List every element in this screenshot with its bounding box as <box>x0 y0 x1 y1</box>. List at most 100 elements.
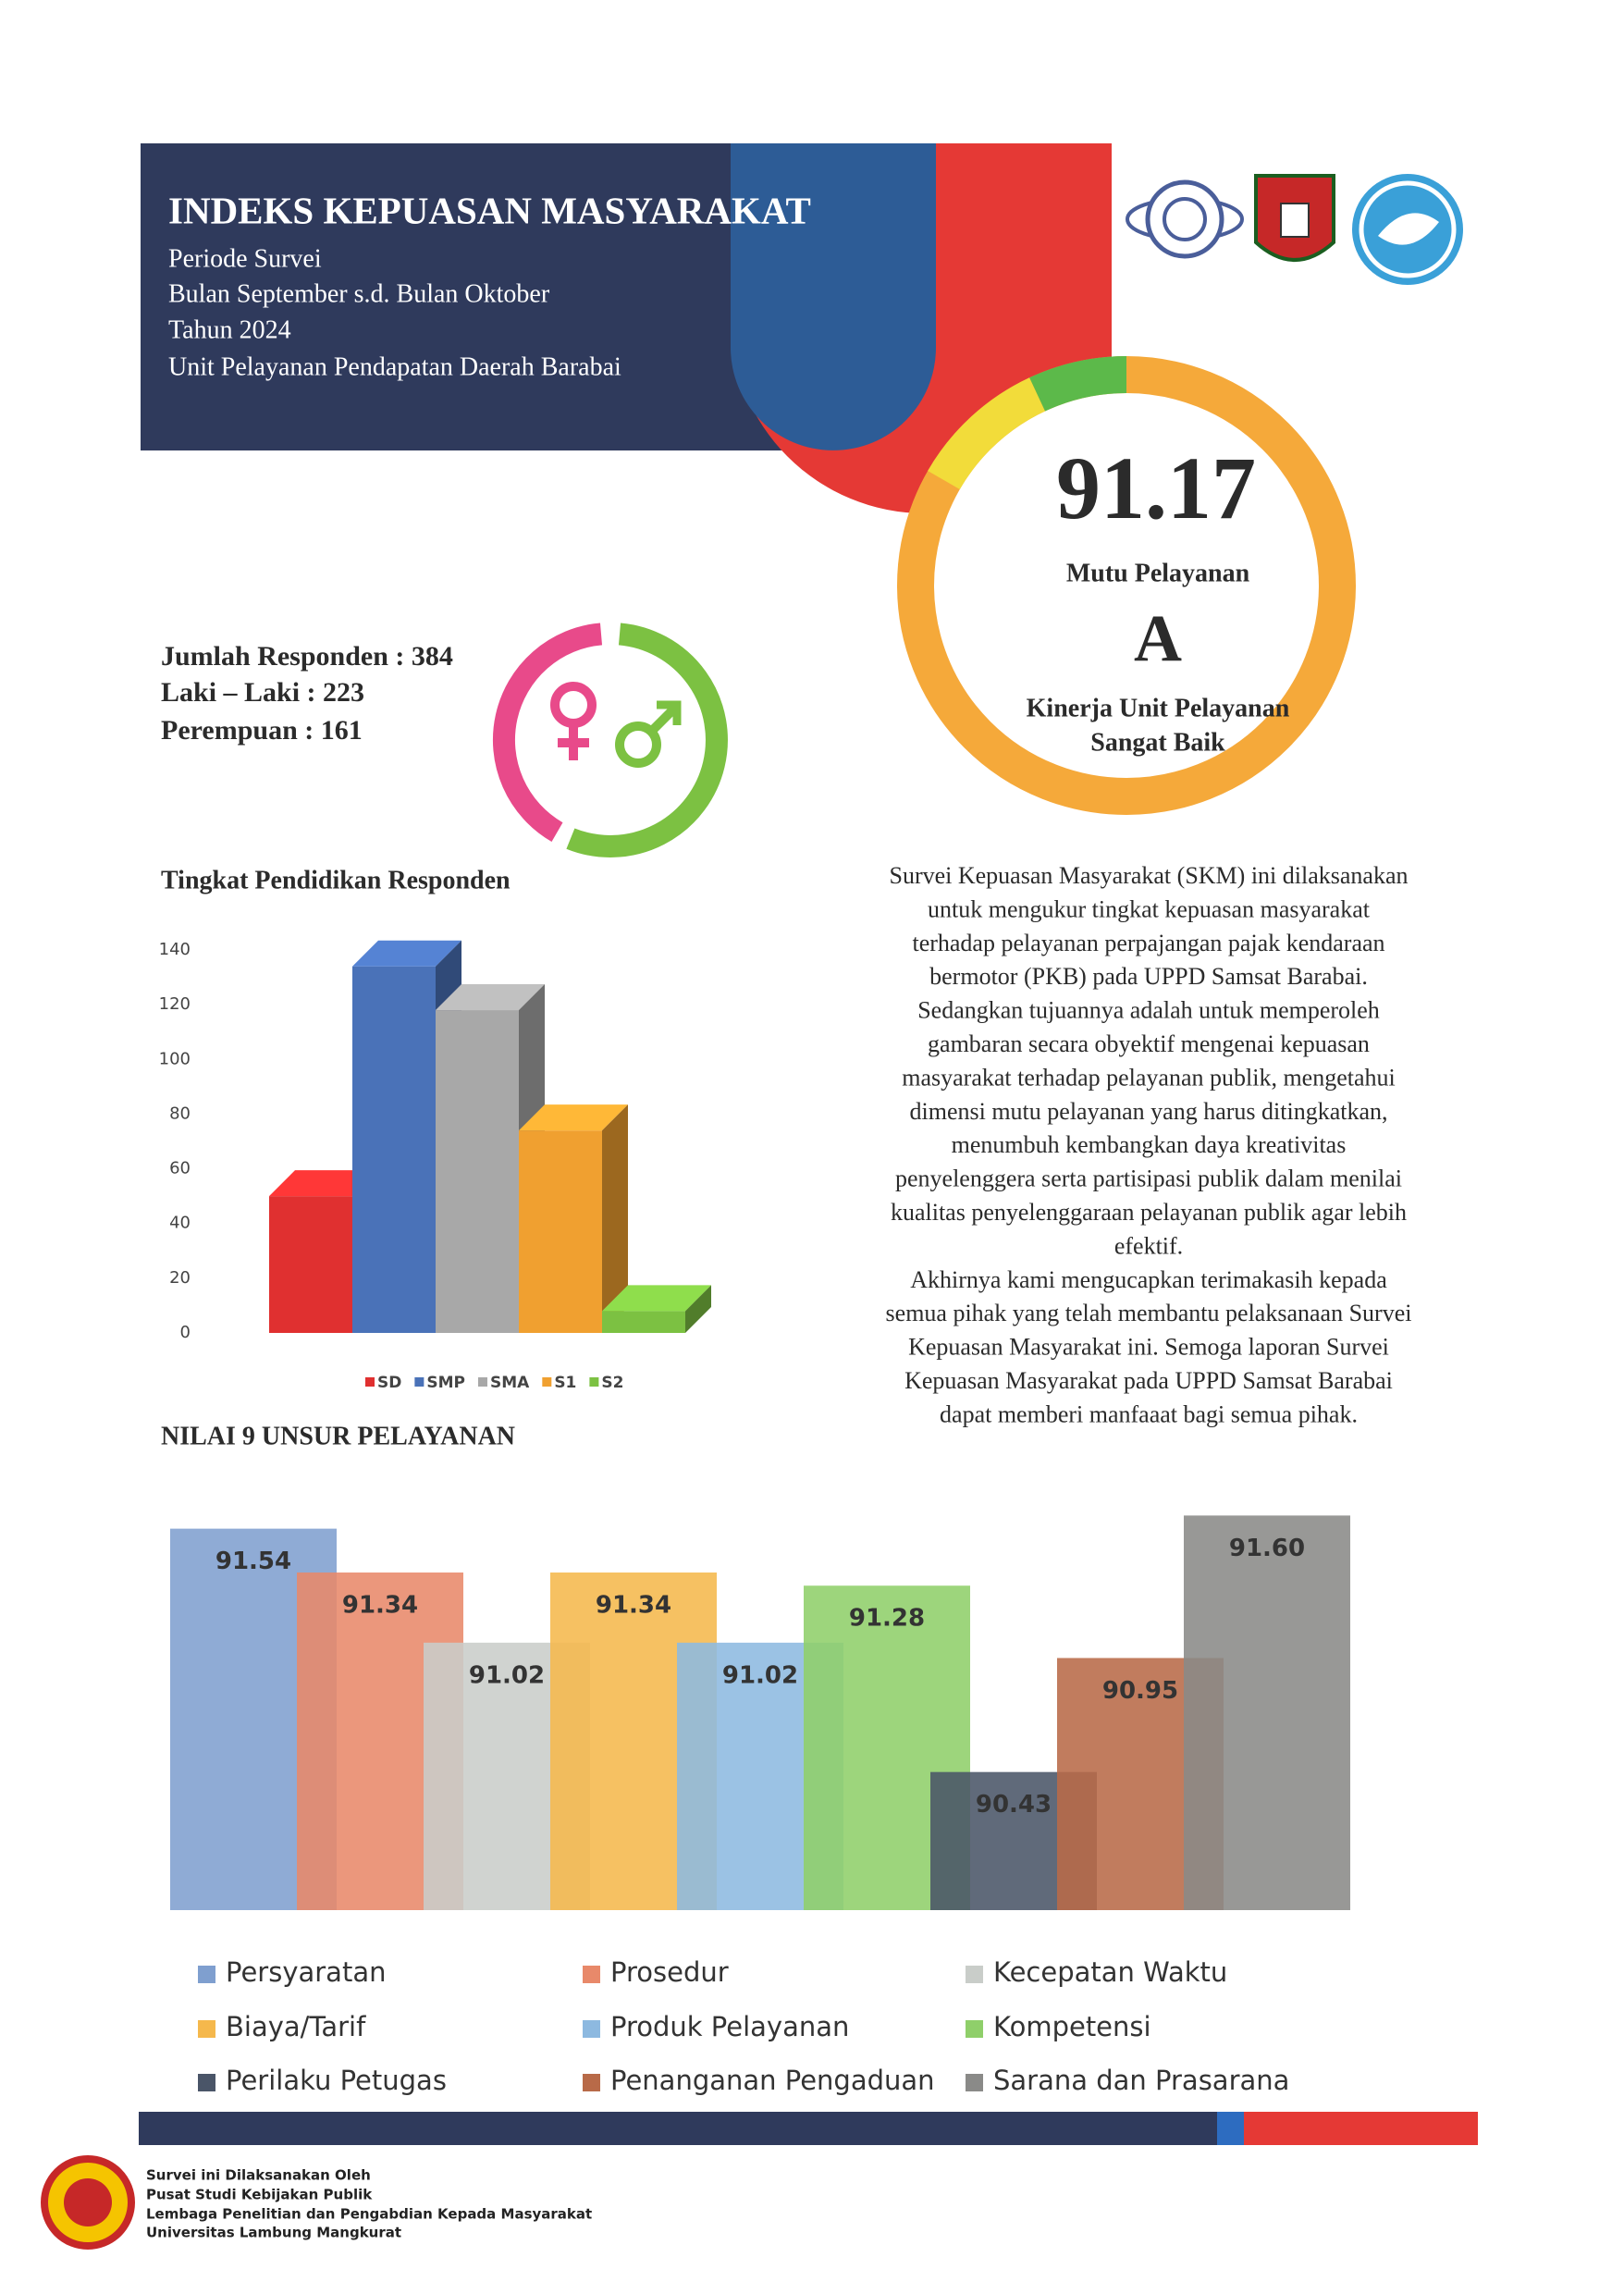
score-ring-green <box>1029 356 1127 412</box>
description-line: bermotor (PKB) pada UPPD Samsat Barabai. <box>929 963 1368 990</box>
legend-marker <box>414 1377 424 1387</box>
header-line: Unit Pelayanan Pendapatan Daerah Barabai <box>168 352 621 381</box>
description-line: untuk mengukur tingkat kepuasan masyarak… <box>928 895 1371 922</box>
value-label: 91.28 <box>849 1605 925 1633</box>
score-caption: Mutu Pelayanan <box>1066 559 1250 587</box>
legend-label: SMA <box>490 1374 530 1392</box>
footer-line: Universitas Lambung Mangkurat <box>146 2225 401 2241</box>
description-line: terhadap pelayanan perpajangan pajak ken… <box>912 930 1384 956</box>
description-line: menumbuh kembangkan daya kreativitas <box>952 1131 1347 1158</box>
value-label: 90.43 <box>976 1791 1052 1819</box>
description-line: Survei Kepuasan Masyarakat (SKM) ini dil… <box>889 862 1408 889</box>
bar-top <box>269 1170 378 1197</box>
score-value: 91.17 <box>1056 438 1256 537</box>
legend-marker <box>583 2074 600 2091</box>
legend-label: Perilaku Petugas <box>226 2065 447 2096</box>
chart-title: NILAI 9 UNSUR PELAYANAN <box>161 1422 515 1450</box>
header-title: INDEKS KEPUASAN MASYARAKAT <box>168 189 811 231</box>
header-line: Periode Survei <box>168 244 322 273</box>
description-line: semua pihak yang telah membantu pelaksan… <box>886 1300 1412 1326</box>
legend-label: SD <box>377 1374 401 1392</box>
bar-top <box>436 984 545 1011</box>
legend-label: Persyaratan <box>226 1956 386 1988</box>
legend-marker <box>589 1377 599 1387</box>
logo-bapenda <box>1352 174 1463 285</box>
footer-bar <box>1244 2112 1478 2145</box>
grade-caption: Sangat Baik <box>1090 728 1225 757</box>
gender-donut <box>492 623 728 857</box>
value-label: 91.60 <box>1229 1535 1305 1562</box>
y-tick-label: 140 <box>159 940 191 959</box>
value-label: 91.54 <box>215 1548 291 1575</box>
score-grade: A <box>1134 602 1182 676</box>
value-label: 90.95 <box>1102 1677 1178 1705</box>
value-label: 91.02 <box>722 1661 798 1689</box>
bar-side <box>602 1104 628 1333</box>
y-tick-label: 80 <box>169 1104 191 1123</box>
legend-label: Kompetensi <box>993 2011 1151 2042</box>
footer-line: Lembaga Penelitian dan Pengabdian Kepada… <box>146 2206 592 2223</box>
bar-top <box>352 940 461 967</box>
y-tick-label: 60 <box>169 1159 191 1178</box>
university-logo <box>41 2155 135 2250</box>
chart-title: Tingkat Pendidikan Responden <box>161 866 511 894</box>
legend-label: Produk Pelayanan <box>610 2011 849 2042</box>
legend-marker <box>966 1966 983 1983</box>
bar <box>436 1010 519 1333</box>
bar <box>1184 1515 1350 1910</box>
bar <box>269 1196 352 1333</box>
legend-label: Penanganan Pengaduan <box>610 2065 935 2096</box>
legend-marker <box>542 1377 552 1387</box>
bar-top <box>602 1285 711 1312</box>
respondent-line: Laki – Laki : 223 <box>161 677 364 708</box>
legend-label: Biaya/Tarif <box>226 2011 366 2042</box>
bar <box>519 1130 602 1333</box>
legend-marker <box>198 2020 215 2038</box>
description-line: dapat memberi manfaaat bagi semua pihak. <box>940 1400 1358 1427</box>
legend-label: SMP <box>426 1374 465 1392</box>
score-ring-yellow <box>928 377 1046 490</box>
legend-label: S1 <box>554 1374 576 1392</box>
footer-line: Survei ini Dilaksanakan Oleh <box>146 2167 371 2184</box>
legend-label: S2 <box>601 1374 623 1392</box>
header-line: Bulan September s.d. Bulan Oktober <box>168 279 550 308</box>
description-line: Kepuasan Masyarakat pada UPPD Samsat Bar… <box>904 1367 1393 1394</box>
y-tick-label: 40 <box>169 1214 191 1233</box>
description-line: gambaran secara obyektif mengenai kepuas… <box>928 1030 1370 1057</box>
description-line: kualitas penyelenggaraan pelayanan publi… <box>891 1199 1407 1226</box>
y-tick-label: 0 <box>180 1323 191 1342</box>
respondent-line: Jumlah Responden : 384 <box>161 641 453 672</box>
legend-marker <box>477 1377 487 1387</box>
legend-marker <box>198 2074 215 2091</box>
y-tick-label: 20 <box>169 1268 191 1288</box>
description-line: dimensi mutu pelayanan yang harus diting… <box>910 1098 1388 1125</box>
description-line: Kepuasan Masyarakat ini. Semoga laporan … <box>908 1334 1389 1361</box>
logo-regency <box>1254 174 1335 262</box>
description-line: Akhirnya kami mengucapkan terimakasih ke… <box>910 1266 1387 1293</box>
y-tick-label: 120 <box>159 994 191 1014</box>
logo-police <box>1126 179 1244 259</box>
legend-label: Kecepatan Waktu <box>993 1956 1227 1988</box>
bar <box>352 966 436 1333</box>
respondent-line: Perempuan : 161 <box>161 715 363 746</box>
header-blue-shape <box>731 143 936 450</box>
y-tick-label: 100 <box>159 1049 191 1068</box>
bar <box>602 1311 685 1333</box>
value-label: 91.02 <box>469 1661 545 1689</box>
description-line: efektif. <box>1114 1232 1183 1259</box>
footer-line: Pusat Studi Kebijakan Publik <box>146 2187 373 2203</box>
legend-label: Sarana dan Prasarana <box>993 2065 1289 2096</box>
legend-label: Prosedur <box>610 1956 729 1988</box>
legend-marker <box>966 2074 983 2091</box>
bar-side <box>685 1285 711 1333</box>
description-line: masyarakat terhadap pelayanan publik, me… <box>902 1064 1396 1091</box>
footer-bar <box>139 2112 1217 2145</box>
legend-marker <box>583 2020 600 2038</box>
legend-marker <box>583 1966 600 1983</box>
header-line: Tahun 2024 <box>168 315 291 344</box>
grade-caption: Kinerja Unit Pelayanan <box>1027 694 1290 722</box>
description: Survei Kepuasan Masyarakat (SKM) ini dil… <box>886 862 1412 1427</box>
bar-top <box>519 1104 628 1131</box>
description-line: Sedangkan tujuannya adalah untuk mempero… <box>917 997 1380 1024</box>
